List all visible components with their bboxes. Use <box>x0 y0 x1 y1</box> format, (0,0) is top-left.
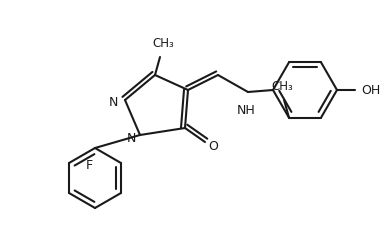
Text: CH₃: CH₃ <box>152 37 174 50</box>
Text: OH: OH <box>361 83 380 97</box>
Text: NH: NH <box>237 104 255 117</box>
Text: O: O <box>208 141 218 153</box>
Text: F: F <box>86 159 93 172</box>
Text: N: N <box>126 132 136 145</box>
Text: N: N <box>108 96 118 108</box>
Text: CH₃: CH₃ <box>271 80 293 93</box>
